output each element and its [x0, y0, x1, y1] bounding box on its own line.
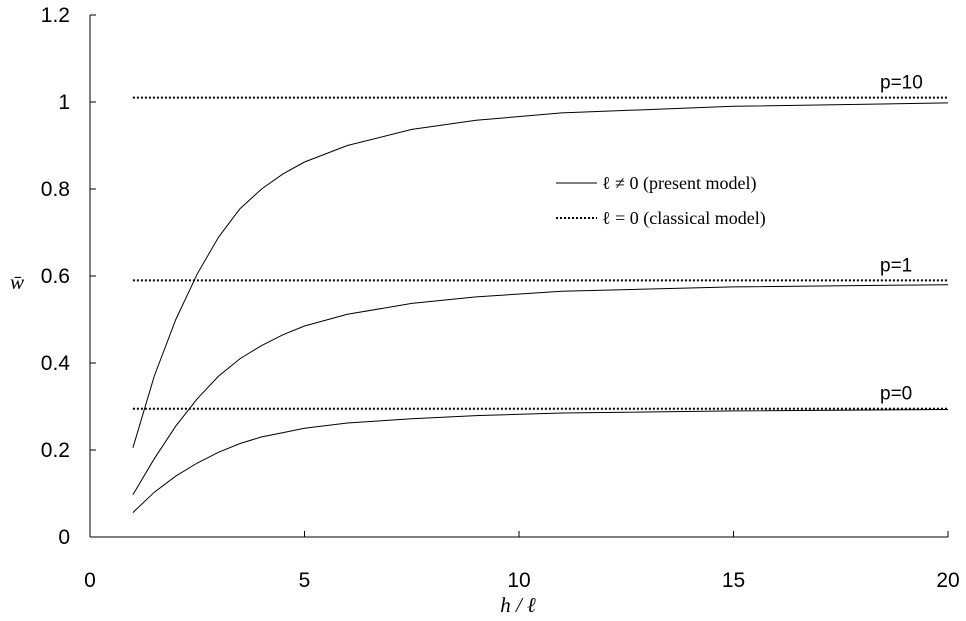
series-p-10-solid-line	[132, 102, 949, 448]
series-p-0-solid-line	[132, 409, 949, 513]
y-tick-label: 0	[58, 526, 70, 549]
y-tick-label: 0.4	[41, 352, 71, 375]
x-tick-label: 20	[936, 569, 959, 592]
x-tick-label: 0	[84, 569, 96, 592]
legend-solid-label: ℓ ≠ 0 (present model)	[602, 173, 756, 194]
y-tick-label: 1	[58, 91, 70, 114]
y-axis-label: w̄	[10, 270, 24, 294]
x-axis-label-text: h / ℓ	[500, 593, 536, 617]
legend-dotted-label: ℓ = 0 (classical model)	[602, 208, 766, 229]
x-tick-label: 5	[299, 569, 311, 592]
annotation-p-1: p=1	[880, 255, 912, 276]
x-ticks: 0 5 10 15 20	[84, 531, 960, 592]
axes	[89, 15, 948, 538]
annotation-p-0: p=0	[880, 384, 912, 405]
series-annotations: p=10 p=1 p=0	[880, 73, 923, 405]
series-p-1-solid-line	[132, 284, 949, 496]
series-lines	[132, 96, 949, 513]
y-ticks: 0 0.2 0.4 0.6 0.8 1 1.2	[41, 4, 96, 549]
y-axis-label-text: w̄	[10, 270, 24, 294]
legend: ℓ ≠ 0 (present model) ℓ = 0 (classical m…	[556, 173, 766, 229]
y-tick-label: 0.2	[41, 439, 70, 462]
x-tick-label: 10	[507, 569, 530, 592]
annotation-p-10: p=10	[880, 73, 923, 94]
y-tick-label: 0.6	[41, 265, 70, 288]
y-tick-label: 1.2	[41, 4, 70, 27]
x-axis-label: h / ℓ	[500, 593, 536, 617]
x-tick-label: 15	[722, 569, 745, 592]
y-tick-label: 0.8	[41, 178, 70, 201]
